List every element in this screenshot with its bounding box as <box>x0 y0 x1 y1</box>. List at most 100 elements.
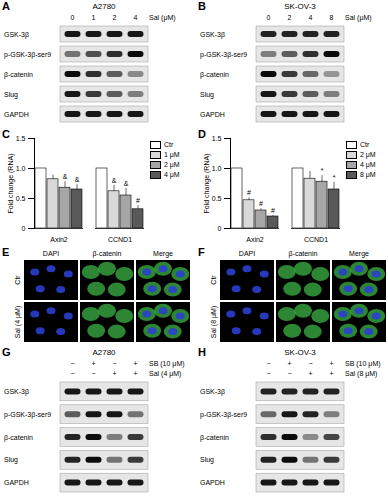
svg-text:β-catenin: β-catenin <box>4 71 33 79</box>
svg-text:8: 8 <box>330 14 334 21</box>
svg-text:2: 2 <box>288 14 292 21</box>
svg-text:+: + <box>287 360 291 367</box>
svg-text:&: & <box>112 177 117 184</box>
svg-text:#: # <box>259 200 263 207</box>
svg-text:A2780: A2780 <box>92 348 116 357</box>
svg-text:2: 2 <box>113 14 117 21</box>
svg-text:p-GSK-3β-ser9: p-GSK-3β-ser9 <box>200 51 247 59</box>
svg-text:#: # <box>247 189 251 196</box>
svg-text:+: + <box>308 370 312 377</box>
svg-text:p-GSK-3β-ser9: p-GSK-3β-ser9 <box>4 411 51 419</box>
svg-text:CCND1: CCND1 <box>304 236 328 243</box>
svg-text:1: 1 <box>92 14 96 21</box>
svg-text:&: & <box>63 173 68 180</box>
html-text:E: E <box>2 246 10 258</box>
svg-text:#: # <box>271 207 275 214</box>
svg-text:SK-OV-3: SK-OV-3 <box>284 348 316 357</box>
svg-text:0.5: 0.5 <box>212 195 222 202</box>
svg-text:Sal (μM): Sal (μM) <box>345 14 372 22</box>
svg-text:Fold change (RNA): Fold change (RNA) <box>203 154 211 214</box>
svg-text:Fold change (RNA): Fold change (RNA) <box>7 154 15 214</box>
svg-text:GSK-3β: GSK-3β <box>200 388 225 396</box>
svg-text:−: − <box>266 360 270 367</box>
html-text:A: A <box>2 0 10 12</box>
html-text:G: G <box>2 346 11 358</box>
svg-text:*: * <box>333 174 336 181</box>
svg-text:GSK-3β: GSK-3β <box>200 31 225 39</box>
html-text:4 μM: 4 μM <box>164 171 180 178</box>
html-text:C: C <box>2 128 10 140</box>
svg-text:0.5: 0.5 <box>16 195 26 202</box>
svg-text:Sal (4 μM): Sal (4 μM) <box>14 306 22 338</box>
html-text:Ctr: Ctr <box>164 141 174 148</box>
svg-text:Slug: Slug <box>4 456 18 464</box>
svg-text:Axin2: Axin2 <box>246 236 264 243</box>
svg-text:0: 0 <box>267 14 271 21</box>
svg-text:−: − <box>70 370 74 377</box>
svg-text:Slug: Slug <box>4 91 18 99</box>
html-text:B: B <box>198 0 206 12</box>
svg-text:Sal (8 μM): Sal (8 μM) <box>345 370 377 378</box>
svg-text:+: + <box>133 360 137 367</box>
svg-text:SB (10 μM): SB (10 μM) <box>345 360 381 368</box>
svg-text:β-catenin: β-catenin <box>289 250 318 258</box>
svg-text:GSK-3β: GSK-3β <box>4 31 29 39</box>
svg-text:GAPDH: GAPDH <box>200 479 225 486</box>
html-text:2 μM: 2 μM <box>164 161 180 168</box>
svg-text:GAPDH: GAPDH <box>4 479 29 486</box>
svg-text:1.0: 1.0 <box>16 165 26 172</box>
svg-text:1.0: 1.0 <box>212 165 222 172</box>
svg-text:Sal (μM): Sal (μM) <box>149 14 176 22</box>
svg-text:p-GSK-3β-ser9: p-GSK-3β-ser9 <box>200 411 247 419</box>
svg-text:GAPDH: GAPDH <box>4 111 29 118</box>
svg-text:−: − <box>266 370 270 377</box>
html-text:D: D <box>198 128 206 140</box>
html-text:1 μM: 1 μM <box>164 151 180 158</box>
svg-text:β-catenin: β-catenin <box>200 71 229 79</box>
svg-text:*: * <box>321 167 324 174</box>
svg-text:Ctr: Ctr <box>14 275 21 285</box>
svg-text:0: 0 <box>71 14 75 21</box>
svg-text:4: 4 <box>309 14 313 21</box>
svg-text:A2780: A2780 <box>92 2 116 11</box>
svg-text:β-catenin: β-catenin <box>200 434 229 442</box>
svg-text:Sal (8 μM): Sal (8 μM) <box>210 306 218 338</box>
svg-text:+: + <box>329 370 333 377</box>
html-text:H: H <box>198 346 206 358</box>
svg-text:Merge: Merge <box>349 250 369 258</box>
svg-text:p-GSK-3β-ser9: p-GSK-3β-ser9 <box>4 51 51 59</box>
svg-text:Axin2: Axin2 <box>50 236 68 243</box>
svg-text:−: − <box>112 360 116 367</box>
svg-text:1.5: 1.5 <box>212 135 222 142</box>
svg-text:CCND1: CCND1 <box>108 236 132 243</box>
svg-text:+: + <box>91 360 95 367</box>
svg-text:Sal (4 μM): Sal (4 μM) <box>149 370 181 378</box>
svg-text:−: − <box>91 370 95 377</box>
svg-text:1.5: 1.5 <box>16 135 26 142</box>
svg-text:GAPDH: GAPDH <box>200 111 225 118</box>
svg-text:Merge: Merge <box>153 250 173 258</box>
svg-text:+: + <box>329 360 333 367</box>
svg-text:Slug: Slug <box>200 91 214 99</box>
svg-text:DAPI: DAPI <box>239 250 255 257</box>
svg-text:β-catenin: β-catenin <box>93 250 122 258</box>
html-text:Ctr: Ctr <box>360 141 370 148</box>
svg-text:&: & <box>124 180 129 187</box>
svg-text:−: − <box>287 370 291 377</box>
svg-text:Slug: Slug <box>200 456 214 464</box>
svg-text:SB (10 μM): SB (10 μM) <box>149 360 185 368</box>
svg-text:DAPI: DAPI <box>43 250 59 257</box>
svg-text:Ctr: Ctr <box>210 275 217 285</box>
svg-text:+: + <box>133 370 137 377</box>
svg-text:#: # <box>136 197 140 204</box>
svg-text:SK-OV-3: SK-OV-3 <box>284 2 316 11</box>
svg-text:0: 0 <box>22 225 26 232</box>
svg-text:−: − <box>70 360 74 367</box>
svg-text:−: − <box>308 360 312 367</box>
svg-text:&: & <box>75 176 80 183</box>
svg-text:GSK-3β: GSK-3β <box>4 388 29 396</box>
svg-text:4: 4 <box>134 14 138 21</box>
svg-text:β-catenin: β-catenin <box>4 434 33 442</box>
svg-text:+: + <box>112 370 116 377</box>
svg-text:0: 0 <box>218 225 222 232</box>
